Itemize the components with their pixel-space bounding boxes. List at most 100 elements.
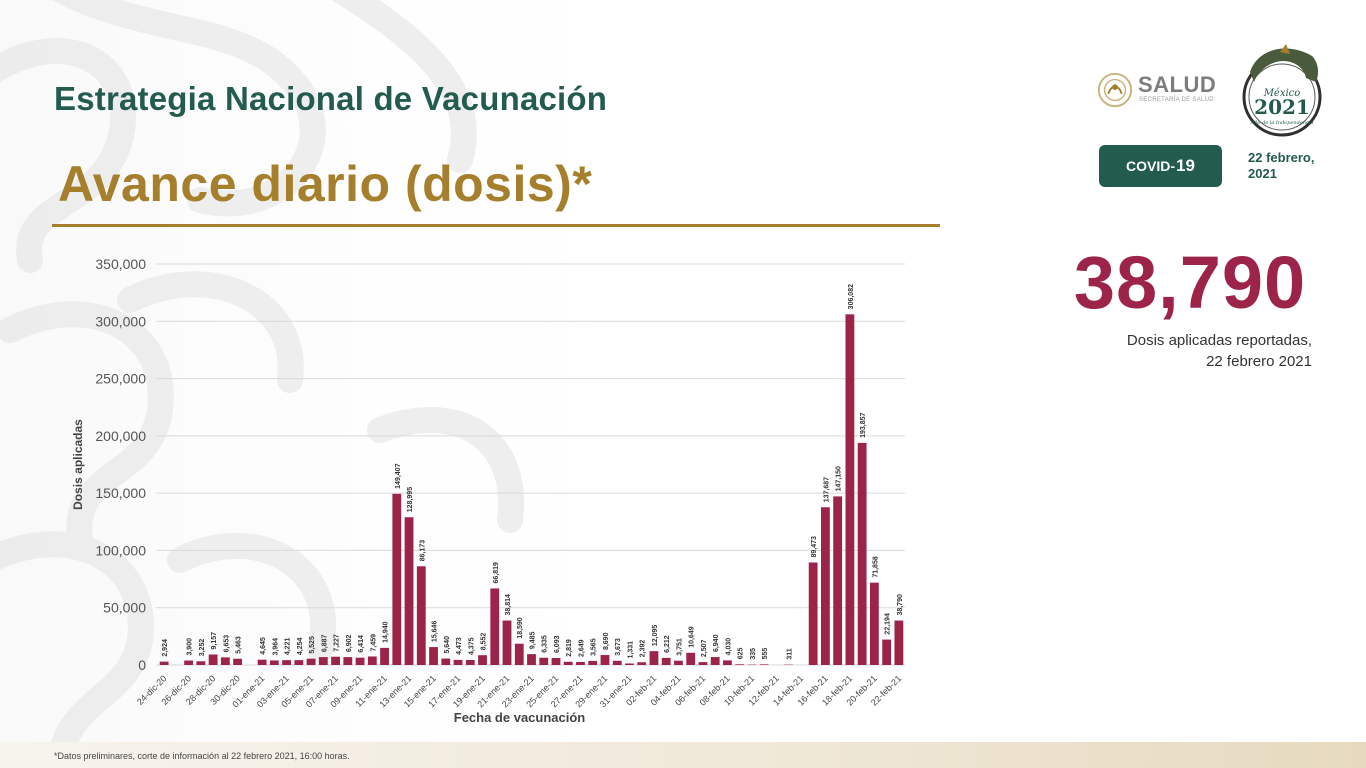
- bar-value-label: 4,473: [456, 637, 463, 655]
- bar: [759, 664, 769, 665]
- bar-value-label: 6,887: [321, 634, 328, 652]
- bar: [857, 442, 867, 665]
- bar-value-label: 6,940: [713, 634, 720, 652]
- daily-doses-chart: 0 50,000 100,000 150,000 200,000 250,000 300,0…: [71, 256, 905, 725]
- bar-value-label: 89,473: [811, 536, 818, 558]
- bar: [233, 658, 243, 665]
- bar-value-label: 71,858: [872, 556, 879, 578]
- bar: [649, 651, 659, 665]
- bar-value-label: 3,900: [187, 638, 194, 656]
- bar-value-label: 147,150: [836, 466, 843, 491]
- bar: [318, 657, 328, 665]
- covid-badge-number: 19: [1176, 156, 1195, 175]
- bar: [367, 656, 377, 665]
- bar: [416, 566, 426, 665]
- y-tick-label: 50,000: [103, 600, 146, 616]
- bar: [257, 659, 267, 665]
- bar: [869, 582, 879, 665]
- bar-value-label: 2,649: [578, 639, 585, 657]
- bar: [514, 643, 524, 665]
- footnote-bar: [0, 742, 1366, 768]
- bar-value-label: 8,552: [481, 633, 488, 651]
- bar-value-label: 6,212: [664, 635, 671, 653]
- bar: [159, 661, 169, 665]
- bar: [392, 493, 402, 665]
- bar-value-label: 5,640: [444, 636, 451, 654]
- bar-value-label: 6,093: [554, 635, 561, 653]
- report-date: 22 febrero, 2021: [1248, 150, 1328, 182]
- daily-doses-caption-line2: 22 febrero 2021: [1206, 353, 1312, 370]
- bar: [478, 655, 487, 665]
- bar-value-label: 6,335: [542, 635, 549, 653]
- bar: [380, 647, 389, 665]
- bar: [429, 647, 438, 665]
- bar-value-label: 2,507: [701, 640, 708, 658]
- bar: [551, 658, 561, 665]
- bar-value-label: 8,690: [603, 632, 610, 650]
- bar-value-label: 66,819: [493, 562, 500, 584]
- bar-value-label: 6,902: [346, 634, 353, 652]
- bar: [625, 663, 634, 665]
- bar-value-label: 137,687: [823, 477, 830, 502]
- bar-value-label: 22,194: [885, 613, 892, 635]
- y-tick-label: 350,000: [95, 256, 146, 272]
- svg-text:2021: 2021: [1254, 95, 1310, 119]
- daily-doses-caption: Dosis aplicadas reportadas, 22 febrero 2…: [1080, 330, 1312, 372]
- mexico-2021-emblem-icon: México 2021 Año de la Independencia: [1242, 44, 1322, 137]
- bar: [441, 658, 451, 665]
- background-pattern: [0, 0, 720, 768]
- bar: [355, 657, 365, 665]
- y-tick-label: 200,000: [95, 428, 146, 444]
- bar-value-label: 10,649: [689, 626, 696, 648]
- bar-value-label: 14,940: [383, 621, 390, 643]
- bar: [661, 657, 671, 665]
- bar-value-label: 15,646: [432, 621, 439, 643]
- bar: [845, 314, 855, 665]
- page-title: Estrategia Nacional de Vacunación: [54, 80, 608, 117]
- bar: [820, 507, 830, 665]
- report-date-line1: 22 febrero,: [1248, 150, 1315, 165]
- bar-value-label: 5,463: [236, 636, 243, 654]
- bar-value-label: 311: [787, 648, 794, 659]
- bar: [637, 662, 647, 665]
- bar: [698, 662, 708, 665]
- bar: [735, 664, 745, 665]
- bar-value-label: 128,995: [407, 487, 414, 512]
- bar-value-label: 149,407: [395, 463, 402, 488]
- x-axis-title: Fecha de vacunación: [454, 710, 586, 725]
- covid19-badge: COVID- 19: [1099, 145, 1222, 187]
- bar-value-label: 18,590: [517, 617, 524, 639]
- salud-logo: SALUD SECRETARÍA DE SALUD: [1096, 70, 1220, 110]
- svg-text:Año de la Independencia: Año de la Independencia: [1250, 119, 1314, 126]
- bar-value-label: 4,221: [285, 638, 292, 656]
- title-divider: [52, 224, 940, 227]
- bar-value-label: 335: [750, 648, 757, 660]
- bar: [539, 657, 549, 665]
- bar: [184, 660, 194, 665]
- bar: [894, 620, 904, 665]
- bar-value-label: 9,157: [211, 632, 218, 650]
- y-tick-label: 100,000: [95, 542, 146, 558]
- y-axis-title: Dosis aplicadas: [71, 419, 85, 510]
- bar-value-label: 7,227: [334, 634, 341, 652]
- daily-doses-caption-line1: Dosis aplicadas reportadas,: [1126, 332, 1312, 349]
- daily-doses-value: 38,790: [1073, 241, 1307, 324]
- bar-value-label: 38,814: [505, 594, 512, 616]
- bar-value-label: 4,254: [297, 638, 304, 656]
- bar: [453, 659, 463, 665]
- bar-value-label: 38,790: [897, 594, 904, 616]
- bar: [527, 654, 536, 665]
- bar: [882, 639, 892, 665]
- bar: [576, 661, 585, 665]
- bar: [331, 656, 340, 665]
- bar-value-label: 3,565: [591, 638, 598, 656]
- y-tick-label: 0: [138, 657, 146, 673]
- bar: [282, 660, 291, 665]
- bar-value-label: 3,673: [615, 638, 622, 656]
- bar: [208, 654, 218, 665]
- y-tick-label: 150,000: [95, 485, 146, 501]
- page-subtitle: Avance diario (dosis)*: [58, 156, 593, 212]
- bar-value-label: 12,095: [652, 625, 659, 647]
- bar-value-label: 6,653: [223, 635, 230, 653]
- bar: [502, 620, 512, 665]
